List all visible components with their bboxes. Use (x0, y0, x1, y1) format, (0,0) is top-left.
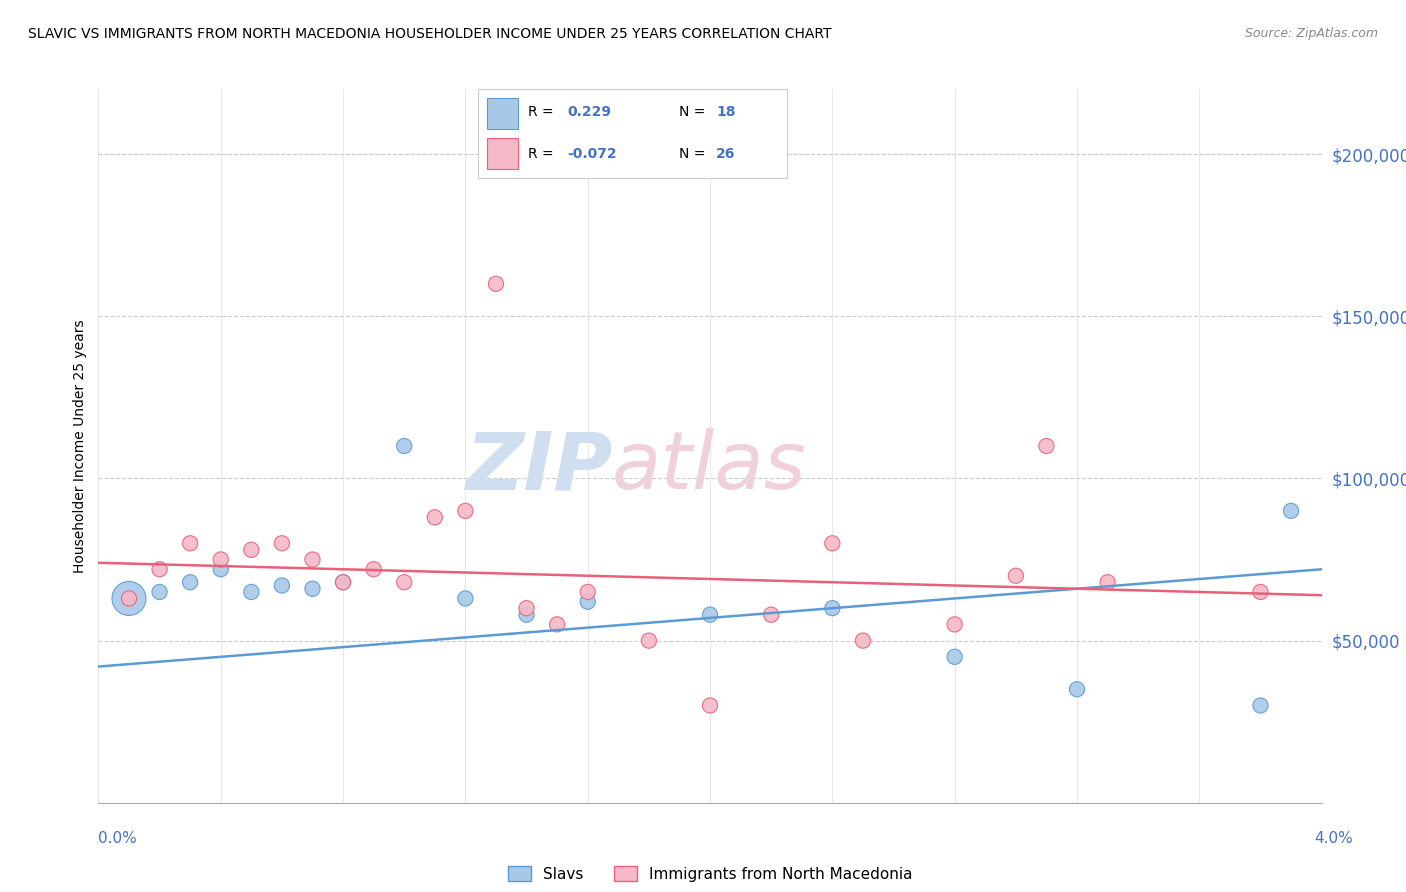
Point (240, 585, 263, 599)
Point (454, 591, 477, 606)
Point (1097, 575, 1119, 590)
Point (149, 562, 172, 576)
Point (209, 562, 232, 576)
Text: 18: 18 (716, 104, 735, 119)
Point (209, 552, 232, 566)
FancyBboxPatch shape (488, 138, 519, 169)
Point (852, 633, 875, 648)
Point (179, 536, 201, 550)
Point (546, 617, 568, 632)
Point (149, 585, 172, 599)
Point (637, 633, 661, 648)
Point (270, 536, 294, 550)
Point (576, 585, 599, 599)
Text: N =: N = (679, 104, 706, 119)
Point (392, 575, 416, 590)
Point (1035, 439, 1057, 453)
Text: 0.229: 0.229 (568, 104, 612, 119)
Point (332, 575, 354, 590)
Point (179, 575, 201, 590)
Point (943, 617, 966, 632)
Text: Source: ZipAtlas.com: Source: ZipAtlas.com (1244, 27, 1378, 40)
Point (118, 591, 141, 606)
Point (454, 504, 477, 518)
Y-axis label: Householder Income Under 25 years: Householder Income Under 25 years (73, 319, 87, 573)
Text: N =: N = (679, 147, 706, 161)
Text: 26: 26 (716, 147, 735, 161)
Point (759, 607, 782, 622)
Text: 0.0%: 0.0% (98, 831, 138, 846)
Text: -0.072: -0.072 (568, 147, 617, 161)
Point (1004, 568, 1026, 582)
Point (270, 578, 294, 592)
Point (699, 698, 721, 713)
Point (699, 607, 721, 622)
Point (485, 277, 508, 291)
Point (943, 649, 966, 664)
Point (1249, 585, 1271, 599)
Point (301, 582, 323, 596)
Legend: Slavs, Immigrants from North Macedonia: Slavs, Immigrants from North Macedonia (502, 860, 918, 888)
Point (240, 542, 263, 557)
Text: R =: R = (527, 147, 553, 161)
Point (363, 562, 385, 576)
Point (332, 575, 354, 590)
Text: SLAVIC VS IMMIGRANTS FROM NORTH MACEDONIA HOUSEHOLDER INCOME UNDER 25 YEARS CORR: SLAVIC VS IMMIGRANTS FROM NORTH MACEDONI… (28, 27, 831, 41)
Point (516, 601, 538, 615)
Point (301, 552, 323, 566)
Point (392, 439, 416, 453)
Text: atlas: atlas (612, 428, 807, 507)
Text: 4.0%: 4.0% (1315, 831, 1354, 846)
Text: ZIP: ZIP (465, 428, 612, 507)
Point (1279, 504, 1302, 518)
Point (516, 607, 538, 622)
FancyBboxPatch shape (488, 98, 519, 129)
Point (821, 601, 844, 615)
Text: R =: R = (527, 104, 553, 119)
Point (1066, 682, 1088, 697)
Point (1249, 698, 1271, 713)
Point (576, 595, 599, 609)
Point (821, 536, 844, 550)
Point (118, 591, 141, 606)
Point (423, 510, 446, 524)
